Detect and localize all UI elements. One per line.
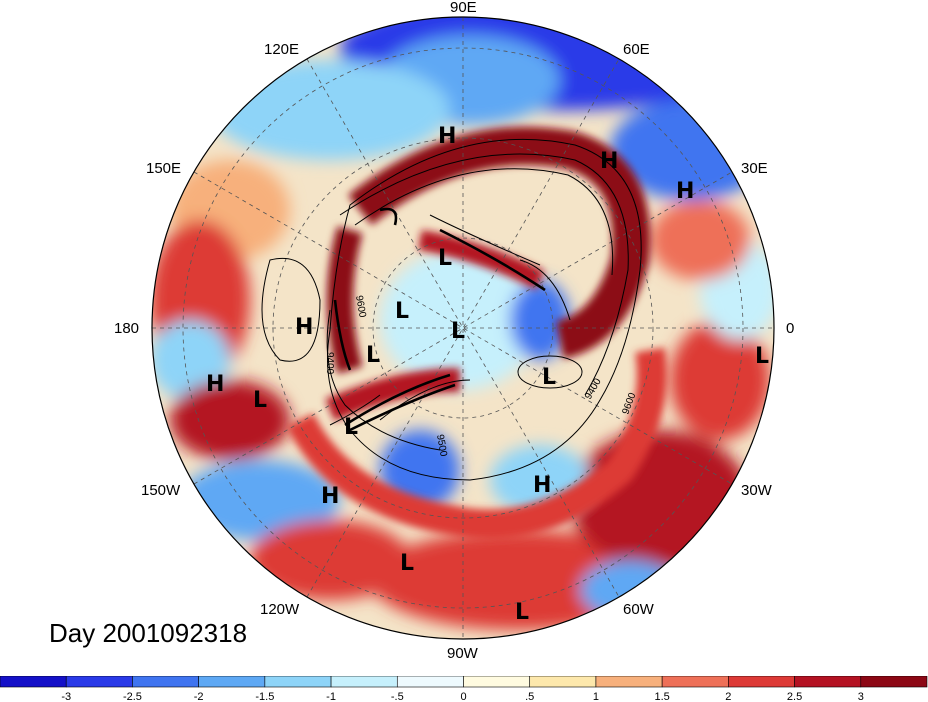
colorbar-tick-label: 1 — [593, 691, 599, 702]
high-marker: H — [295, 315, 313, 340]
colorbar-box — [330, 676, 398, 688]
high-marker: H — [533, 473, 551, 498]
low-marker: L — [344, 415, 358, 440]
colorbar-tick-label: 3 — [858, 691, 864, 702]
high-marker: H — [600, 149, 618, 174]
lon-label-60E: 60E — [623, 41, 650, 58]
colorbar-box — [0, 676, 67, 688]
contour-label: 9400 — [324, 352, 335, 375]
low-marker: L — [755, 344, 769, 369]
lon-label-180: 180 — [114, 320, 139, 337]
longitude-labels: 90E 60E 30E 0 30W 60W 90W 120W 150W 180 … — [114, 0, 794, 662]
colorbar-tick-label: 2.5 — [787, 691, 802, 702]
low-marker: L — [395, 299, 409, 324]
high-marker: H — [321, 484, 339, 509]
colorbar-box — [860, 676, 928, 688]
pressure-markers: H H H L L L H L L L H L L H H L L — [206, 124, 769, 625]
colorbar-box — [595, 676, 663, 688]
colorbar-tick-label: 0 — [460, 691, 466, 702]
low-marker: L — [438, 246, 452, 271]
lon-label-30E: 30E — [741, 160, 768, 177]
low-marker: L — [542, 365, 556, 390]
colorbar-box — [198, 676, 266, 688]
colorbar-tick-label: -1 — [326, 691, 336, 702]
colorbar-box — [661, 676, 729, 688]
height-contours — [261, 138, 642, 481]
colorbar-tick-label: .5 — [525, 691, 534, 702]
lon-label-90W: 90W — [447, 645, 479, 662]
colorbar-box — [794, 676, 862, 688]
lon-label-120E: 120E — [264, 41, 299, 58]
date-label: Day 2001092318 — [49, 618, 248, 648]
low-marker: L — [400, 551, 414, 576]
colorbar-box — [463, 676, 531, 688]
lon-label-120W: 120W — [260, 601, 300, 618]
colorbar-tick-label: 1.5 — [654, 691, 669, 702]
colorbar-tick-label: -2.5 — [123, 691, 142, 702]
colorbar-boxes — [0, 676, 928, 688]
low-marker: L — [253, 388, 267, 413]
lon-label-150W: 150W — [141, 482, 181, 499]
low-marker: L — [366, 343, 380, 368]
colorbar-box — [728, 676, 795, 688]
colorbar-tick-label: -.5 — [391, 691, 404, 702]
colorbar-box — [529, 676, 597, 688]
graticule — [152, 17, 774, 639]
lon-label-90E: 90E — [450, 0, 477, 16]
colorbar-tick-label: -1.5 — [255, 691, 274, 702]
high-marker: H — [676, 179, 694, 204]
low-marker: L — [515, 600, 529, 625]
low-marker: L — [451, 319, 465, 344]
lon-label-150E: 150E — [146, 160, 181, 177]
colorbar-tick-label: 2 — [725, 691, 731, 702]
colorbar-box — [65, 676, 133, 688]
colorbar-box — [264, 676, 332, 688]
colorbar: -3 -2.5 -2 -1.5 -1 -.5 0 .5 1 1.5 2 2.5 3 — [0, 676, 928, 702]
high-marker: H — [438, 124, 456, 149]
colorbar-tick-label: -3 — [61, 691, 71, 702]
contour-label: 9500 — [434, 434, 449, 458]
lon-label-0: 0 — [786, 320, 794, 337]
lon-label-60W: 60W — [623, 601, 655, 618]
lon-label-30W: 30W — [741, 482, 773, 499]
thick-contours — [333, 207, 546, 432]
map-boundary — [151, 16, 775, 640]
high-marker: H — [206, 372, 224, 397]
colorbar-tick-label: -2 — [194, 691, 204, 702]
contour-label: 9600 — [353, 295, 368, 319]
colorbar-box — [132, 676, 199, 688]
colorbar-labels: -3 -2.5 -2 -1.5 -1 -.5 0 .5 1 1.5 2 2.5 3 — [61, 691, 864, 702]
colorbar-box — [396, 676, 464, 688]
